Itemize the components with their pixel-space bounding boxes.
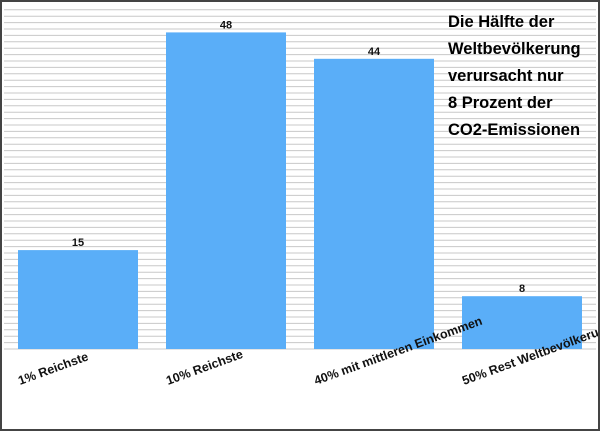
chart-title-line-5: CO2-Emissionen xyxy=(448,121,580,139)
chart-title-line-4: 8 Prozent der xyxy=(448,94,553,112)
bar-3 xyxy=(314,58,434,350)
bars-group xyxy=(18,32,582,350)
bar-1 xyxy=(18,250,138,349)
bar-2 xyxy=(166,32,286,350)
value-labels-group: 15 48 44 8 xyxy=(72,19,525,295)
chart-title-line-2: Weltbevölkerung xyxy=(448,40,581,58)
bar-4 xyxy=(462,296,582,349)
chart-title-line-3: verursacht nur xyxy=(448,67,564,85)
value-label-1: 15 xyxy=(72,237,84,249)
value-label-3: 44 xyxy=(368,46,381,58)
value-label-4: 8 xyxy=(519,283,525,295)
chart-title-line-1: Die Hälfte der xyxy=(448,13,555,31)
value-label-2: 48 xyxy=(220,19,232,31)
